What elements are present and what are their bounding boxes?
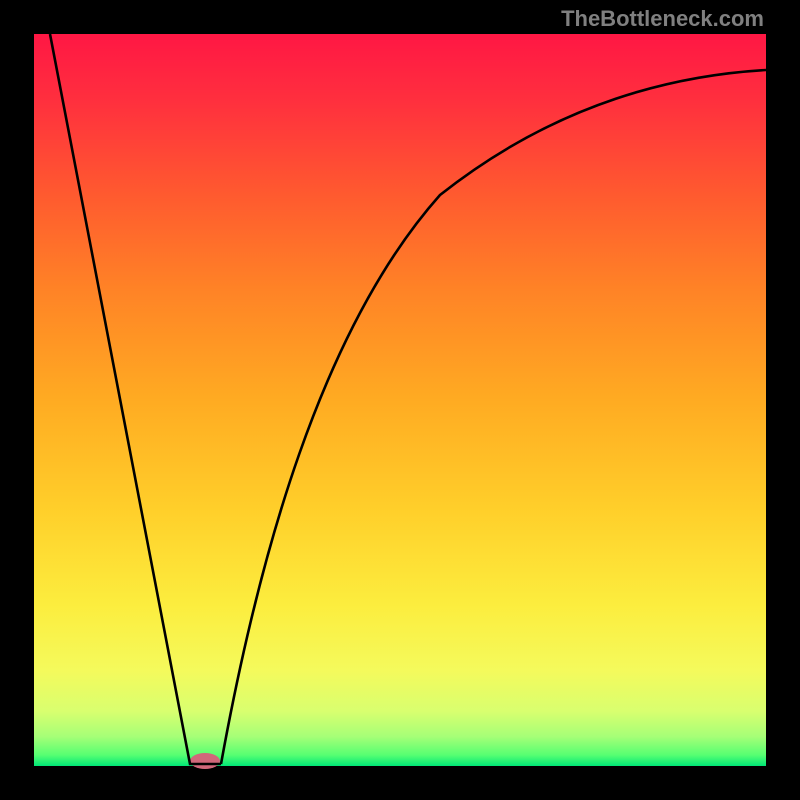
minimum-marker xyxy=(190,753,220,769)
curve-right-branch xyxy=(221,70,766,764)
curve-overlay xyxy=(0,0,800,800)
chart-container: TheBottleneck.com xyxy=(0,0,800,800)
curve-left-branch xyxy=(50,34,221,764)
